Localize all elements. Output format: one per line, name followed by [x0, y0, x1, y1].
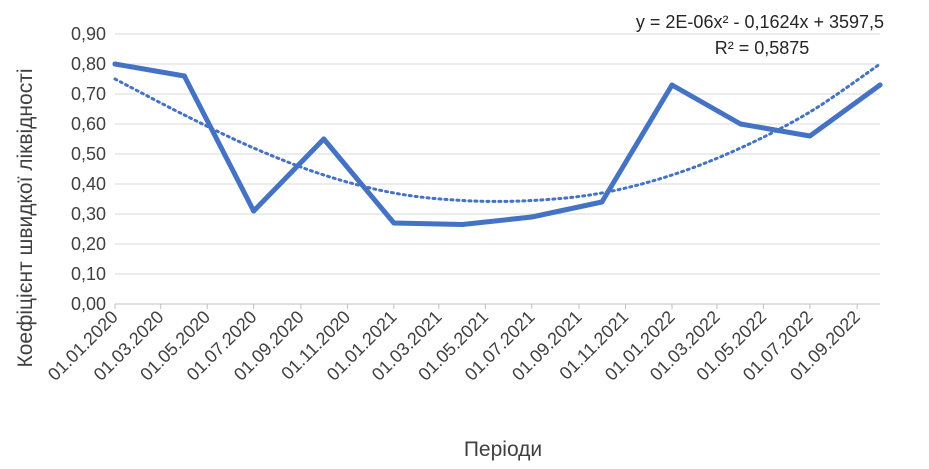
data-point	[321, 136, 327, 142]
y-tick-label: 0,80	[71, 54, 106, 74]
y-tick-label: 0,70	[71, 84, 106, 104]
data-point	[669, 82, 675, 88]
data-point	[391, 220, 397, 226]
data-point	[738, 121, 744, 127]
trendline	[113, 62, 882, 203]
series-line	[112, 61, 883, 227]
data-point	[877, 82, 883, 88]
trendline-equation: y = 2E-06x² - 0,1624x + 3597,5	[636, 12, 884, 32]
data-point	[112, 61, 118, 67]
y-tick-label: 0,40	[71, 174, 106, 194]
y-tick-label: 0,00	[71, 294, 106, 314]
y-tick-label: 0,30	[71, 204, 106, 224]
y-tick-label: 0,20	[71, 234, 106, 254]
data-point	[251, 208, 257, 214]
y-tick-label: 0,90	[71, 24, 106, 44]
data-point	[181, 73, 187, 79]
data-point	[459, 222, 465, 227]
y-tick-label: 0,50	[71, 144, 106, 164]
y-axis-title: Коефіцієнт швидкої ліквідності	[14, 69, 37, 368]
data-point	[599, 199, 605, 205]
data-point	[807, 133, 813, 139]
y-tick-label: 0,60	[71, 114, 106, 134]
y-tick-label: 0,10	[71, 264, 106, 284]
trendline-r-squared: R² = 0,5875	[715, 38, 810, 58]
x-axis-title: Періоди	[464, 438, 542, 461]
data-point	[529, 214, 535, 220]
